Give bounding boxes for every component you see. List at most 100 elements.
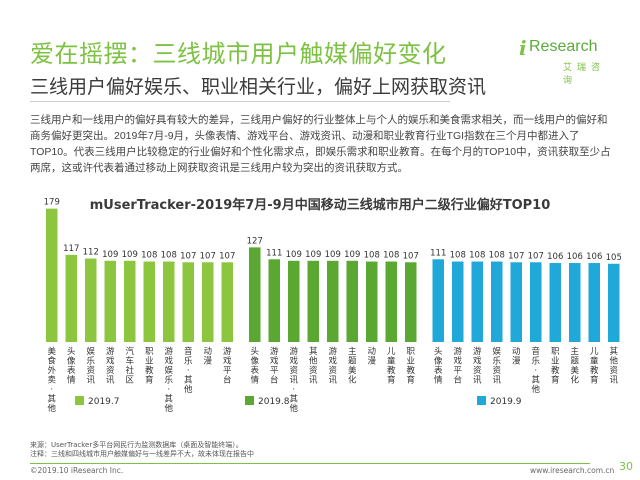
bar-2019.9-0 xyxy=(432,259,444,342)
data-label: 109 xyxy=(286,250,302,260)
data-label: 109 xyxy=(344,250,360,260)
data-label: 111 xyxy=(266,248,282,258)
data-label: 127 xyxy=(247,236,263,246)
bar-2019.8-5 xyxy=(346,260,358,342)
bar-2019.8-8 xyxy=(405,262,417,342)
category-label: 汽车社区 xyxy=(125,346,134,386)
data-label: 108 xyxy=(364,251,380,261)
page-title: 爱在摇摆：三线城市用户触媒偏好变化 xyxy=(30,40,447,68)
legend-swatch-2019.9 xyxy=(477,396,486,405)
data-label: 108 xyxy=(469,251,485,261)
category-label: 其他资讯 xyxy=(309,347,318,386)
bar-2019.9-5 xyxy=(530,262,542,342)
bar-2019.9-9 xyxy=(608,263,620,342)
category-label: 游戏资讯 xyxy=(328,346,337,386)
category-label: 游戏资讯 xyxy=(106,346,115,386)
category-label: 娱乐资讯 xyxy=(86,347,95,386)
category-label: 其他资讯 xyxy=(609,347,618,386)
bar-2019.9-2 xyxy=(471,261,483,342)
category-label: 音乐·其他 xyxy=(531,346,540,395)
data-label: 106 xyxy=(586,252,602,262)
category-label: 动漫 xyxy=(203,346,212,367)
category-label: 儿童教育 xyxy=(387,347,396,386)
legend-label-2019.9: 2019.9 xyxy=(490,397,522,407)
bar-2019.9-6 xyxy=(549,263,561,342)
footer-source-line: 来源：UserTracker多平台网民行为监测数据库（桌面及智能终端）。 xyxy=(30,441,243,449)
bar-2019.8-3 xyxy=(307,260,319,342)
bar-2019.8-6 xyxy=(366,261,378,342)
legend-label-2019.8: 2019.8 xyxy=(258,397,290,407)
bar-2019.9-8 xyxy=(588,263,600,342)
data-label: 107 xyxy=(528,251,544,261)
data-label: 108 xyxy=(383,251,399,261)
data-label: 109 xyxy=(102,250,118,260)
data-label: 107 xyxy=(180,251,196,261)
category-label: 游戏平台 xyxy=(453,346,462,386)
category-label: 儿童教育 xyxy=(590,347,599,386)
data-label: 108 xyxy=(161,251,177,261)
legend-label-2019.7: 2019.7 xyxy=(88,397,120,407)
data-label: 109 xyxy=(122,250,138,260)
category-label: 音乐·其他 xyxy=(184,346,193,395)
bar-2019.7-4 xyxy=(124,260,136,342)
data-label: 179 xyxy=(44,198,60,208)
bar-2019.8-0 xyxy=(249,247,261,342)
copyright-text: ©2019.10 iResearch Inc. xyxy=(30,466,124,475)
category-label: 娱乐资讯 xyxy=(492,347,501,386)
category-label: 游戏平台 xyxy=(223,346,232,386)
category-label: 游戏平台 xyxy=(270,346,279,386)
category-label: 职业教育 xyxy=(145,347,154,386)
logo-chinese: 艾瑞咨询 xyxy=(563,63,606,86)
header-divider xyxy=(30,101,450,102)
website-link[interactable]: www.iresearch.com.cn xyxy=(530,466,615,475)
page-number: 30 xyxy=(619,460,633,473)
data-label: 108 xyxy=(450,251,466,261)
bar-2019.7-9 xyxy=(221,262,233,342)
data-label: 106 xyxy=(567,252,583,262)
bar-2019.9-1 xyxy=(452,261,464,342)
data-label: 109 xyxy=(325,250,341,260)
data-label: 117 xyxy=(63,244,79,254)
data-label: 108 xyxy=(141,251,157,261)
data-label: 108 xyxy=(489,251,505,261)
page-subtitle: 三线用户偏好娱乐、职业相关行业，偏好上网获取资讯 xyxy=(30,76,487,98)
category-label: 职业教育 xyxy=(551,347,560,386)
data-label: 106 xyxy=(547,252,563,262)
bar-2019.7-2 xyxy=(85,258,97,342)
bar-2019.7-5 xyxy=(143,261,155,342)
category-label: 头像表情 xyxy=(434,346,443,386)
bar-2019.9-3 xyxy=(491,261,503,342)
category-label: 游戏资讯 xyxy=(473,346,482,386)
data-label: 107 xyxy=(403,251,419,261)
logo-i-mark: i xyxy=(519,36,527,60)
category-label: 游戏资讯·其他 xyxy=(289,346,298,414)
legend-swatch-2019.8 xyxy=(245,396,254,405)
data-label: 107 xyxy=(219,251,235,261)
category-label: 头像表情 xyxy=(67,346,76,386)
bar-2019.7-3 xyxy=(104,260,116,342)
category-label: 游戏娱乐·其他 xyxy=(164,346,173,414)
data-label: 107 xyxy=(508,251,524,261)
footer-source: 来源：UserTracker多平台网民行为监测数据库（桌面及智能终端）。 注释：… xyxy=(30,441,370,459)
category-label: 动漫 xyxy=(367,346,376,367)
bar-2019.8-4 xyxy=(327,260,339,342)
bar-2019.8-7 xyxy=(385,261,397,342)
bar-2019.8-1 xyxy=(268,259,280,342)
category-label: 美食外卖·其他 xyxy=(47,346,56,414)
footer-note-line: 注释：三线和四线城市用户触媒偏好与一线差异不大，故未体现在报告中 xyxy=(30,450,254,458)
bar-2019.7-1 xyxy=(65,254,77,342)
chart-title: mUserTracker-2019年7月-9月中国移动三线城市用户二级行业偏好T… xyxy=(89,198,551,213)
category-label: 头像表情 xyxy=(250,346,259,386)
data-label: 112 xyxy=(83,248,99,258)
bar-2019.9-4 xyxy=(510,262,522,342)
category-label: 职业教育 xyxy=(406,347,415,386)
bar-2019.7-0 xyxy=(46,208,58,342)
bar-2019.7-6 xyxy=(163,261,175,342)
footer-divider xyxy=(30,463,590,464)
iresearch-logo: i Research 艾瑞咨询 xyxy=(519,36,611,86)
data-label: 111 xyxy=(430,248,446,258)
bar-2019.9-7 xyxy=(569,263,581,342)
category-label: 动漫 xyxy=(512,346,521,367)
category-label: 主题美化 xyxy=(348,346,357,386)
